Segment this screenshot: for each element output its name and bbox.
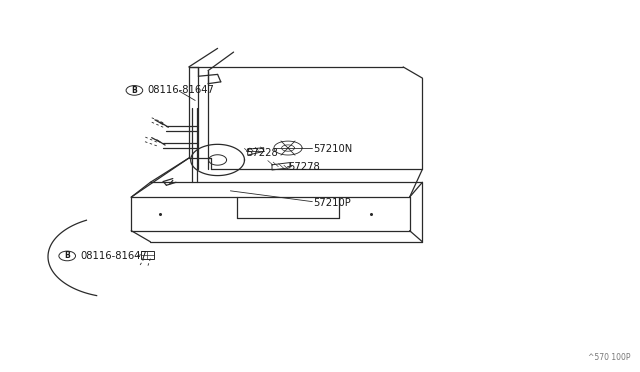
Text: B: B: [65, 251, 70, 260]
Text: 08116-81647: 08116-81647: [148, 86, 214, 95]
Text: 57210N: 57210N: [314, 144, 353, 154]
Text: 57228: 57228: [246, 148, 278, 157]
Text: 57210P: 57210P: [314, 198, 351, 208]
Text: 08116-81647: 08116-81647: [81, 251, 147, 261]
Text: ^570 100P: ^570 100P: [588, 353, 630, 362]
Text: 57278: 57278: [288, 163, 320, 172]
Text: B: B: [132, 86, 137, 95]
